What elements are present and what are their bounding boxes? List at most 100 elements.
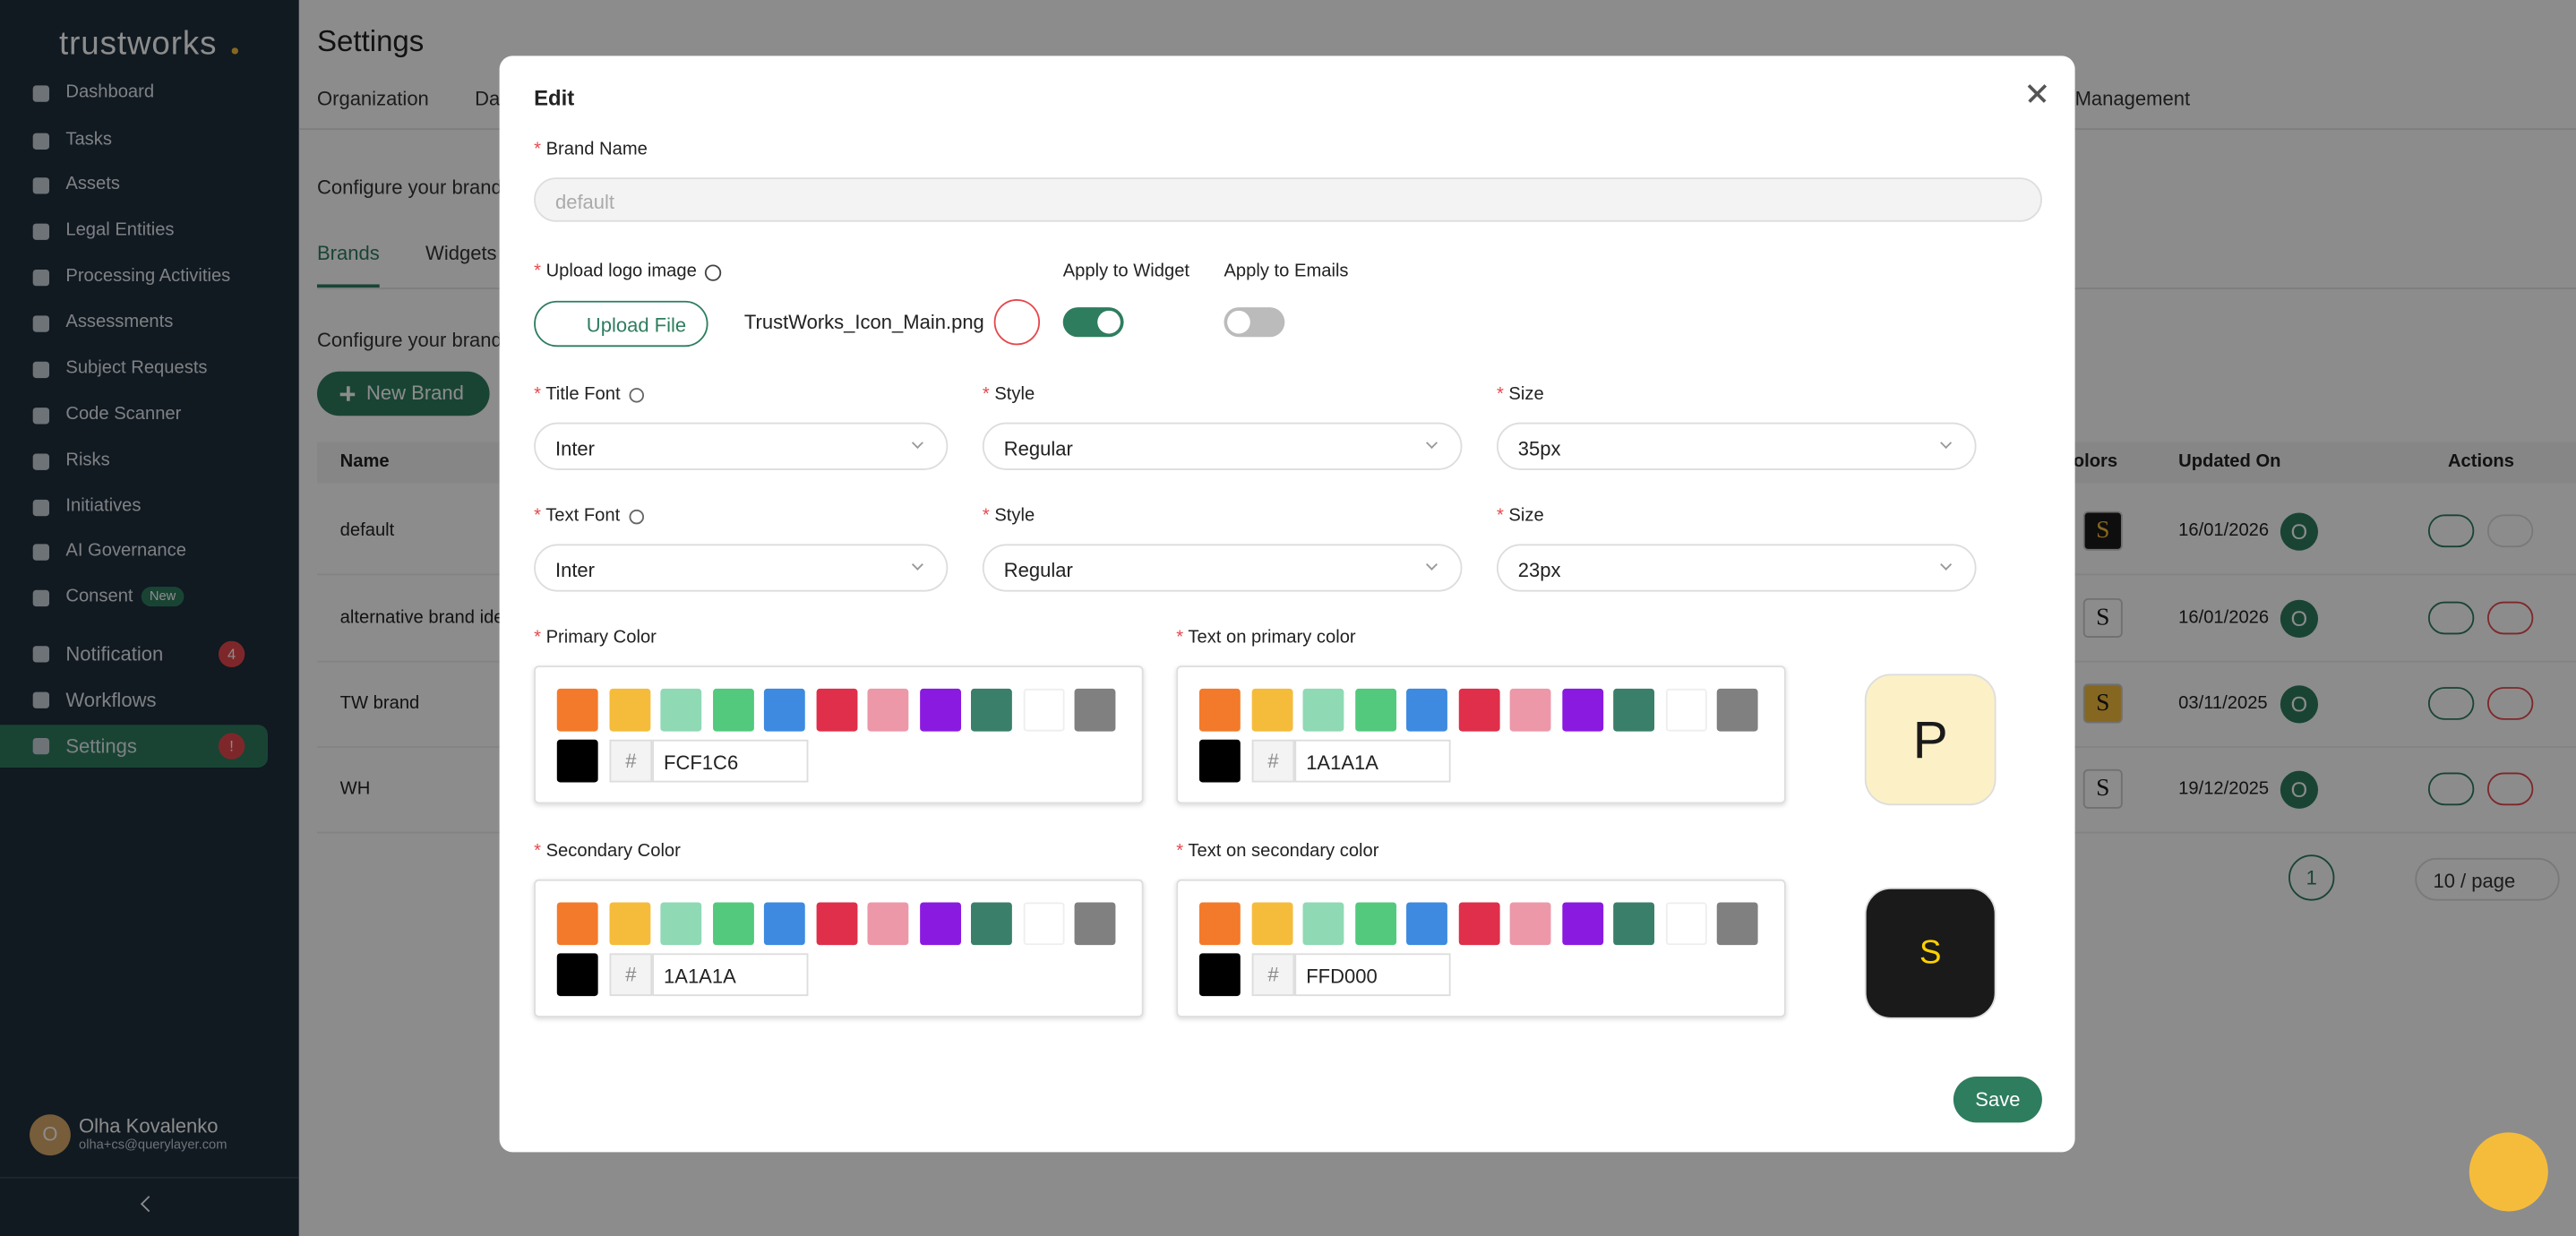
color-swatch[interactable] — [763, 688, 805, 732]
color-swatch[interactable] — [815, 902, 857, 946]
nav-icon — [32, 177, 50, 194]
select[interactable]: Regular — [982, 544, 1463, 592]
color-swatch[interactable] — [919, 688, 961, 732]
toggle[interactable] — [1062, 307, 1124, 338]
color-swatch[interactable] — [1716, 688, 1758, 732]
color-swatch[interactable] — [608, 902, 650, 946]
page-title: Settings — [317, 24, 425, 58]
nav-icon — [32, 646, 50, 663]
nav-item[interactable]: Workflows — [65, 688, 157, 712]
color-swatch[interactable] — [815, 688, 857, 732]
color-swatch[interactable] — [1457, 902, 1499, 946]
select[interactable]: Regular — [982, 422, 1463, 470]
edit-button[interactable] — [2427, 514, 2475, 548]
delete-button[interactable] — [2486, 687, 2534, 720]
color-swatch[interactable] — [1354, 902, 1396, 946]
brand-name-input[interactable]: default — [534, 177, 2042, 222]
page-number[interactable]: 1 — [2288, 854, 2335, 901]
color-swatch[interactable] — [1509, 902, 1551, 946]
color-swatch[interactable] — [712, 902, 753, 946]
color-swatch[interactable] — [1074, 902, 1116, 946]
color-swatch[interactable] — [660, 902, 702, 946]
nav-item[interactable]: Legal Entities — [65, 219, 175, 240]
new-brand-button[interactable]: New Brand — [317, 371, 490, 416]
nav-item[interactable]: Tasks — [65, 129, 112, 150]
color-swatch[interactable] — [1198, 902, 1241, 946]
color-swatch[interactable] — [971, 688, 1012, 732]
color-swatch[interactable] — [763, 902, 805, 946]
nav-item[interactable]: Settings — [65, 734, 137, 758]
color-swatch[interactable] — [556, 902, 598, 946]
hex-value: 1A1A1A — [1306, 751, 1378, 775]
nav-item[interactable]: Code Scanner — [65, 404, 182, 425]
nav-item[interactable]: Initiatives — [65, 496, 142, 517]
delete-button[interactable] — [2486, 514, 2534, 548]
color-swatch[interactable] — [1022, 688, 1064, 732]
select[interactable]: Inter — [534, 544, 949, 592]
tab[interactable]: Management — [2074, 87, 2191, 110]
color-swatch[interactable] — [1302, 902, 1344, 946]
color-swatch[interactable] — [1250, 688, 1292, 732]
color-swatch[interactable] — [556, 953, 598, 997]
color-swatch[interactable] — [1354, 688, 1396, 732]
color-swatch[interactable] — [971, 902, 1012, 946]
hex-input[interactable]: FFD000 — [1294, 953, 1451, 997]
delete-button[interactable] — [2486, 601, 2534, 635]
upload-button[interactable]: Upload File — [534, 300, 708, 348]
color-swatch[interactable] — [1509, 688, 1551, 732]
color-swatch[interactable] — [1664, 688, 1706, 732]
nav-item[interactable]: Processing Activities — [65, 266, 231, 287]
color-swatch[interactable] — [919, 902, 961, 946]
color-swatch[interactable] — [556, 739, 598, 783]
nav-item[interactable]: Subject Requests — [65, 358, 208, 379]
color-swatch[interactable] — [867, 688, 909, 732]
color-swatch[interactable] — [1664, 902, 1706, 946]
nav-item[interactable]: Assessments — [65, 312, 174, 332]
nav-item[interactable]: Risks — [65, 450, 110, 470]
select[interactable]: 23px — [1496, 544, 1977, 592]
edit-button[interactable] — [2427, 687, 2475, 720]
color-swatch[interactable] — [1406, 688, 1447, 732]
color-swatch[interactable] — [1561, 902, 1603, 946]
tab[interactable]: Da — [475, 87, 501, 110]
toggle[interactable] — [1224, 307, 1285, 338]
nav-item[interactable]: Assets — [65, 174, 120, 194]
delete-button[interactable] — [2486, 772, 2534, 806]
color-swatch[interactable] — [712, 688, 753, 732]
color-swatch[interactable] — [1022, 902, 1064, 946]
color-swatch[interactable] — [608, 688, 650, 732]
color-swatch[interactable] — [1613, 902, 1655, 946]
color-swatch[interactable] — [1716, 902, 1758, 946]
color-swatch[interactable] — [1198, 953, 1241, 997]
page-size[interactable]: 10 / page — [2415, 857, 2560, 901]
color-swatch[interactable] — [1198, 688, 1241, 732]
color-swatch[interactable] — [1302, 688, 1344, 732]
tab[interactable]: Organization — [317, 87, 429, 110]
edit-button[interactable] — [2427, 772, 2475, 806]
subtab[interactable]: Brands — [317, 241, 380, 265]
chat-button[interactable] — [2469, 1132, 2548, 1212]
save-button[interactable]: Save — [1953, 1076, 2042, 1123]
color-swatch[interactable] — [1613, 688, 1655, 732]
color-swatch[interactable] — [1561, 688, 1603, 732]
nav-item[interactable]: Notification — [65, 642, 164, 666]
select[interactable]: 35px — [1496, 422, 1977, 470]
nav-item[interactable]: Dashboard — [65, 82, 155, 102]
color-swatch[interactable] — [867, 902, 909, 946]
hex-input[interactable]: 1A1A1A — [652, 953, 809, 997]
nav-item[interactable]: AI Governance — [65, 540, 186, 561]
color-swatch[interactable] — [1250, 902, 1292, 946]
delete-file[interactable] — [993, 298, 1041, 346]
color-swatch[interactable] — [1457, 688, 1499, 732]
edit-button[interactable] — [2427, 601, 2475, 635]
color-swatch[interactable] — [1074, 688, 1116, 732]
color-swatch[interactable] — [556, 688, 598, 732]
select[interactable]: Inter — [534, 422, 949, 470]
color-swatch[interactable] — [1198, 739, 1241, 783]
color-swatch[interactable] — [660, 688, 702, 732]
subtab[interactable]: Widgets — [425, 241, 497, 265]
hex-input[interactable]: FCF1C6 — [652, 739, 809, 783]
color-swatch[interactable] — [1406, 902, 1447, 946]
hex-input[interactable]: 1A1A1A — [1294, 739, 1451, 783]
nav-item[interactable]: Consent — [65, 587, 133, 607]
